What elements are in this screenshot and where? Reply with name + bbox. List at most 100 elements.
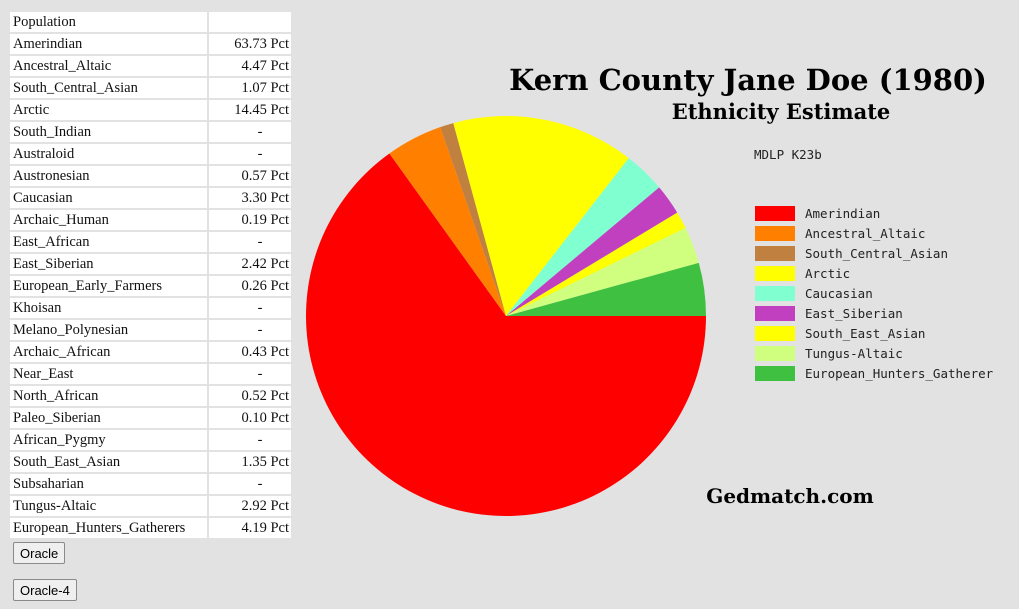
population-value: - (208, 363, 291, 386)
population-table: Population Amerindian 63.73 Pct Ancestral_… (10, 12, 291, 540)
oracle-button[interactable]: Oracle (13, 542, 66, 564)
table-row: Austronesian 0.57 Pct (10, 165, 291, 188)
population-value: 0.26 Pct (208, 275, 291, 298)
legend-swatch (755, 326, 795, 341)
legend-swatch (755, 206, 795, 221)
table-row: South_Indian - (10, 121, 291, 144)
pie-slice-ancestral-altaic (389, 127, 506, 316)
legend-swatch (755, 246, 795, 261)
legend-swatch (755, 266, 795, 281)
population-name: European_Early_Farmers (10, 275, 209, 298)
population-name: Paleo_Siberian (10, 407, 209, 430)
legend-label: Ancestral_Altaic (805, 226, 925, 241)
population-name: Archaic_Human (10, 209, 209, 232)
population-name: Australoid (10, 143, 209, 166)
population-name: Near_East (10, 363, 209, 386)
chart-subtitle: Ethnicity Estimate (672, 99, 891, 124)
population-name: Subsaharian (10, 473, 209, 496)
table-row: Melano_Polynesian - (10, 319, 291, 342)
legend-swatch (755, 286, 795, 301)
population-name: Amerindian (10, 33, 209, 56)
population-name: Ancestral_Altaic (10, 55, 209, 78)
legend-label: Amerindian (805, 206, 880, 221)
population-value: 1.35 Pct (208, 451, 291, 474)
legend-label: Caucasian (805, 286, 873, 301)
population-name: South_Central_Asian (10, 77, 209, 100)
pie-slices (305, 116, 706, 516)
population-value: 4.19 Pct (208, 517, 291, 540)
population-value: - (208, 231, 291, 254)
site-label: Gedmatch.com (706, 484, 874, 508)
population-value: - (208, 429, 291, 452)
pie-slice-arctic (453, 116, 629, 316)
population-name: African_Pygmy (10, 429, 209, 452)
table-row: Tungus-Altaic 2.92 Pct (10, 495, 291, 518)
population-header: Population (10, 12, 209, 34)
population-name: Arctic (10, 99, 209, 122)
table-row: Archaic_African 0.43 Pct (10, 341, 291, 364)
population-value: 0.43 Pct (208, 341, 291, 364)
population-name: Khoisan (10, 297, 209, 320)
population-value: - (208, 319, 291, 342)
population-value: 1.07 Pct (208, 77, 291, 100)
population-value: 0.10 Pct (208, 407, 291, 430)
population-name: Tungus-Altaic (10, 495, 209, 518)
population-name: South_East_Asian (10, 451, 209, 474)
population-value: 4.47 Pct (208, 55, 291, 78)
legend-label: South_Central_Asian (805, 246, 948, 261)
population-value: 0.52 Pct (208, 385, 291, 408)
pie-slice-caucasian (506, 158, 660, 316)
population-value: 3.30 Pct (208, 187, 291, 210)
pie-slice-east-siberian (506, 187, 678, 316)
pie-slice-south-east-asian (506, 212, 686, 316)
population-value: - (208, 143, 291, 166)
table-row: Amerindian 63.73 Pct (10, 33, 291, 56)
population-name: South_Indian (10, 121, 209, 144)
table-row: Paleo_Siberian 0.10 Pct (10, 407, 291, 430)
table-row: South_Central_Asian 1.07 Pct (10, 77, 291, 100)
table-row: Near_East - (10, 363, 291, 386)
pie-slice-european-hunters-gatherer (506, 262, 706, 316)
legend-swatch (755, 346, 795, 361)
table-row: Archaic_Human 0.19 Pct (10, 209, 291, 232)
legend-label: Arctic (805, 266, 850, 281)
population-value: 0.19 Pct (208, 209, 291, 232)
table-row: Subsaharian - (10, 473, 291, 496)
pie-slice-south-central-asian (440, 123, 506, 316)
population-name: Melano_Polynesian (10, 319, 209, 342)
pie-slice-tungus-altaic (506, 227, 699, 316)
population-value: 0.57 Pct (208, 165, 291, 188)
population-name: Austronesian (10, 165, 209, 188)
population-value: 63.73 Pct (208, 33, 291, 56)
legend-label: Tungus-Altaic (805, 346, 903, 361)
population-name: Caucasian (10, 187, 209, 210)
table-row: European_Hunters_Gatherers 4.19 Pct (10, 517, 291, 540)
population-name: Archaic_African (10, 341, 209, 364)
legend-swatch (755, 306, 795, 321)
table-row: Caucasian 3.30 Pct (10, 187, 291, 210)
table-row: North_African 0.52 Pct (10, 385, 291, 408)
population-name: North_African (10, 385, 209, 408)
chart-legend: Amerindian Ancestral_Altaic South_Central_… (755, 206, 994, 381)
table-row: Australoid - (10, 143, 291, 166)
value-header (208, 12, 291, 34)
table-row: South_East_Asian 1.35 Pct (10, 451, 291, 474)
population-name: East_African (10, 231, 209, 254)
legend-swatch (755, 226, 795, 241)
population-value: - (208, 297, 291, 320)
table-row: Ancestral_Altaic 4.47 Pct (10, 55, 291, 78)
oracle-4-button[interactable]: Oracle-4 (13, 579, 77, 601)
table-row: African_Pygmy - (10, 429, 291, 452)
chart-title: Kern County Jane Doe (1980) (509, 63, 987, 97)
population-value: 2.42 Pct (208, 253, 291, 276)
legend-label: European_Hunters_Gatherer (805, 366, 994, 381)
population-name: East_Siberian (10, 253, 209, 276)
population-name: European_Hunters_Gatherers (10, 517, 209, 540)
table-row: Arctic 14.45 Pct (10, 99, 291, 122)
population-value: 14.45 Pct (208, 99, 291, 122)
table-row: Khoisan - (10, 297, 291, 320)
legend-label: South_East_Asian (805, 326, 925, 341)
legend-label: East_Siberian (805, 306, 903, 321)
table-row: European_Early_Farmers 0.26 Pct (10, 275, 291, 298)
